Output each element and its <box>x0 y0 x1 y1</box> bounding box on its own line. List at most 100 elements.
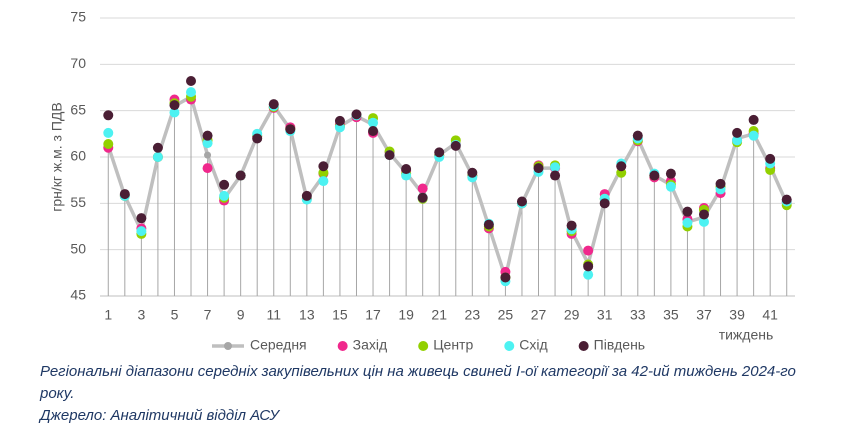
legend-swatch <box>418 341 429 351</box>
point <box>748 130 759 141</box>
point <box>632 130 643 141</box>
point <box>533 163 544 174</box>
point <box>516 196 527 207</box>
point <box>500 272 511 283</box>
point <box>103 139 114 150</box>
point <box>169 107 180 118</box>
point <box>334 115 345 126</box>
point <box>119 189 130 200</box>
point <box>169 100 180 111</box>
point <box>550 162 561 173</box>
x-tick-label: 13 <box>299 307 315 323</box>
point <box>583 245 594 256</box>
point <box>682 217 693 228</box>
x-tick-label: 23 <box>465 307 481 323</box>
source: Джерело: Аналітичний відділ АСУ <box>40 407 279 424</box>
y-tick-label: 50 <box>70 240 86 256</box>
point <box>616 161 627 172</box>
point <box>103 110 114 121</box>
point <box>698 209 709 220</box>
point <box>434 147 445 158</box>
point <box>318 161 329 172</box>
point <box>219 179 230 190</box>
x-tick-label: 39 <box>729 307 745 323</box>
x-tick-label: 5 <box>171 307 179 323</box>
legend-label: Центр <box>433 337 473 353</box>
legend-swatch <box>224 342 232 350</box>
point <box>202 138 213 149</box>
legend-swatch <box>337 341 348 351</box>
legend-label: Середня <box>250 337 307 353</box>
point <box>483 219 494 230</box>
point <box>732 127 743 138</box>
chart: грн/кг ж.м. з ПДВ тиждень 45505560657075… <box>49 9 795 353</box>
point <box>152 142 163 153</box>
x-tick-label: 37 <box>696 307 712 323</box>
point <box>235 170 246 181</box>
point <box>351 109 362 120</box>
x-tick-label: 35 <box>663 307 679 323</box>
point <box>318 176 329 187</box>
point <box>649 170 660 181</box>
legend-swatch <box>578 341 589 351</box>
point <box>665 168 676 179</box>
point <box>781 194 792 205</box>
point <box>252 133 263 144</box>
point <box>550 170 561 181</box>
point <box>368 117 379 128</box>
point <box>204 151 212 159</box>
point <box>301 190 312 201</box>
point <box>748 114 759 125</box>
point <box>583 261 594 272</box>
point <box>599 198 610 209</box>
point <box>186 87 197 98</box>
point <box>136 226 147 237</box>
x-tick-label: 9 <box>237 307 245 323</box>
point <box>103 127 114 138</box>
point <box>417 192 428 203</box>
point <box>467 167 478 178</box>
x-tick-label: 19 <box>398 307 414 323</box>
x-tick-label: 21 <box>431 307 447 323</box>
x-tick-label: 15 <box>332 307 348 323</box>
point <box>202 130 213 141</box>
point <box>136 213 147 224</box>
point <box>715 178 726 189</box>
legend-swatch <box>504 341 515 351</box>
x-tick-label: 7 <box>204 307 212 323</box>
y-axis-label: грн/кг ж.м. з ПДВ <box>49 102 65 211</box>
point <box>682 206 693 217</box>
point <box>285 124 296 135</box>
caption: Регіональні діапазони середніх закупівел… <box>40 363 796 402</box>
point <box>384 150 395 161</box>
x-tick-label: 17 <box>365 307 381 323</box>
x-tick-label: 27 <box>531 307 547 323</box>
point <box>417 183 428 194</box>
x-tick-label: 29 <box>564 307 580 323</box>
point <box>268 99 279 110</box>
point <box>450 140 461 151</box>
point <box>732 135 743 146</box>
y-tick-label: 60 <box>70 148 86 164</box>
point <box>583 269 594 280</box>
x-tick-label: 1 <box>104 307 112 323</box>
point <box>152 152 163 162</box>
y-tick-label: 55 <box>70 194 86 210</box>
x-tick-label: 33 <box>630 307 646 323</box>
point <box>698 216 709 227</box>
point <box>202 163 213 174</box>
legend: Середня Захід Центр Схід Південь <box>212 337 645 353</box>
y-tick-label: 65 <box>70 101 86 117</box>
y-tick-label: 75 <box>70 9 86 25</box>
point <box>368 126 379 137</box>
point <box>219 190 230 201</box>
legend-label: Захід <box>353 337 388 353</box>
point <box>186 76 197 87</box>
x-tick-label: 41 <box>762 307 778 323</box>
x-axis-label: тиждень <box>719 327 774 343</box>
legend-label: Південь <box>594 337 645 353</box>
x-tick-label: 3 <box>137 307 145 323</box>
point <box>665 181 676 192</box>
point <box>765 153 776 164</box>
